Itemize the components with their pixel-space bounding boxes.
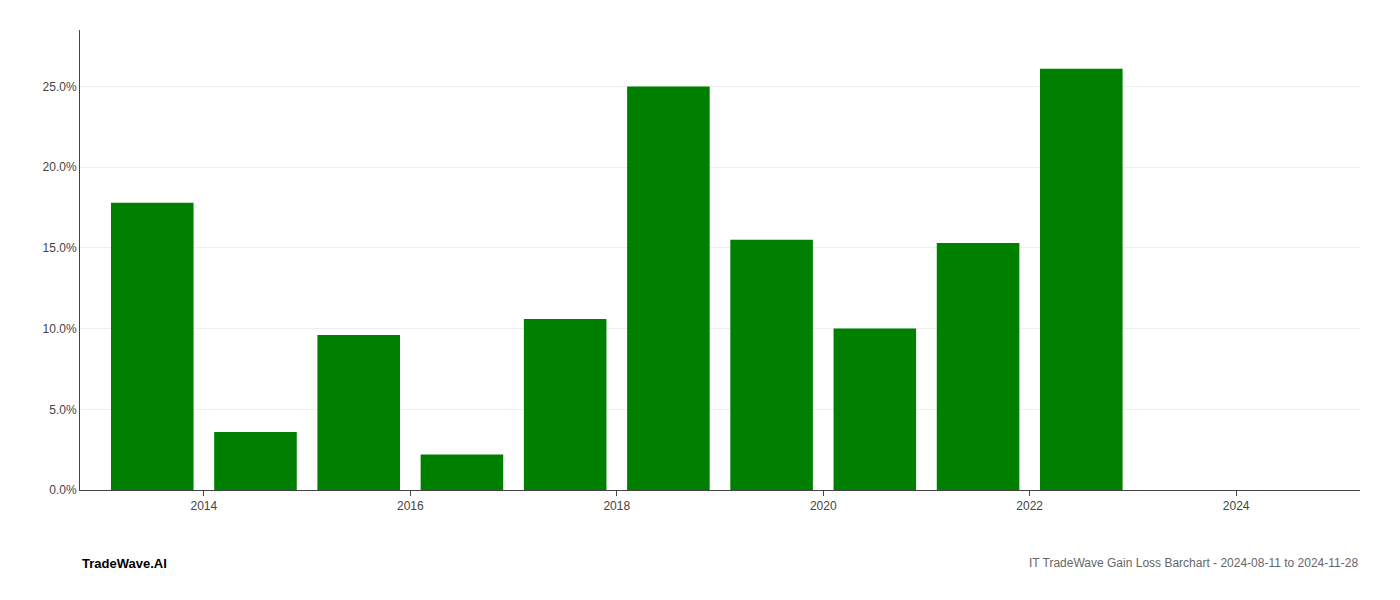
svg-text:15.0%: 15.0% bbox=[43, 241, 77, 255]
svg-text:25.0%: 25.0% bbox=[43, 80, 77, 94]
svg-text:TradeWave.AI: TradeWave.AI bbox=[82, 556, 167, 571]
svg-text:2014: 2014 bbox=[191, 499, 218, 513]
svg-text:2022: 2022 bbox=[1016, 499, 1043, 513]
svg-text:20.0%: 20.0% bbox=[43, 160, 77, 174]
svg-text:2024: 2024 bbox=[1223, 499, 1250, 513]
svg-text:2016: 2016 bbox=[397, 499, 424, 513]
svg-text:2018: 2018 bbox=[603, 499, 630, 513]
svg-text:5.0%: 5.0% bbox=[49, 403, 77, 417]
svg-text:2020: 2020 bbox=[810, 499, 837, 513]
svg-text:10.0%: 10.0% bbox=[43, 322, 77, 336]
svg-text:IT TradeWave Gain Loss Barchar: IT TradeWave Gain Loss Barchart - 2024-0… bbox=[1029, 556, 1358, 570]
svg-text:0.0%: 0.0% bbox=[49, 483, 77, 497]
